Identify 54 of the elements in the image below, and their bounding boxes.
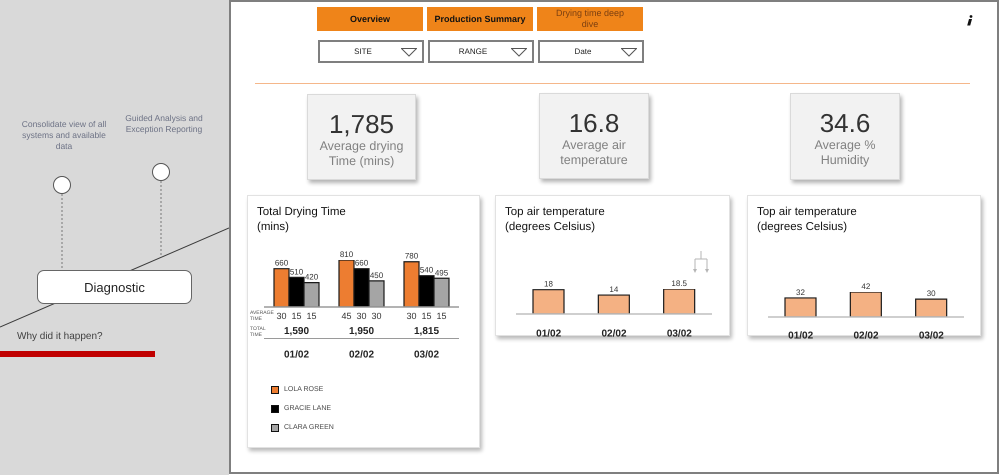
data-label: 450 xyxy=(370,270,384,280)
dropdown-field[interactable]: Date xyxy=(538,40,644,63)
text: 1,815 xyxy=(414,326,440,337)
data-label: 510 xyxy=(290,267,304,276)
text: Average air temperature xyxy=(560,138,628,167)
text: Average drying Time (mins) xyxy=(320,139,404,168)
text: 34.6 xyxy=(820,108,870,138)
x-tick-label: 01/02 xyxy=(788,330,814,342)
data-label: 30 xyxy=(926,289,936,298)
chart-title: Total Drying Time (mins) xyxy=(257,206,346,233)
text: 1,590 xyxy=(284,326,310,337)
text: 30 xyxy=(371,311,382,321)
text: 30 xyxy=(276,311,286,321)
x-tick-label: 01/02 xyxy=(284,350,310,361)
data-label: 32 xyxy=(796,288,806,297)
text: 30 xyxy=(406,311,416,321)
tab-button[interactable]: Production Summary xyxy=(427,7,533,31)
text: 15 xyxy=(291,311,302,321)
dropdown-field[interactable]: RANGE xyxy=(428,40,534,63)
text: 16.8 xyxy=(568,108,620,138)
data-label: 495 xyxy=(434,268,449,278)
data-label: 420 xyxy=(304,272,319,282)
label-box: Diagnostic xyxy=(37,270,192,304)
text: 15 xyxy=(306,311,316,321)
chart-title: Top air temperature (degrees Celsius) xyxy=(757,206,857,233)
text: 15 xyxy=(421,311,432,321)
text: 15 xyxy=(436,311,446,321)
data-label: 780 xyxy=(404,252,419,261)
data-label: 660 xyxy=(354,258,369,268)
x-tick-label: 01/02 xyxy=(536,328,562,340)
data-label: 18 xyxy=(544,280,554,289)
data-label: 42 xyxy=(861,282,871,291)
text: Guided Analysis and Exception Reporting xyxy=(125,113,203,134)
x-tick-label: 02/02 xyxy=(853,330,879,342)
data-label: 660 xyxy=(274,258,289,268)
text: 30 xyxy=(356,311,366,321)
data-label: 540 xyxy=(420,266,434,275)
x-tick-label: 02/02 xyxy=(348,350,374,361)
dropdown-field[interactable]: SITE xyxy=(318,40,424,63)
x-tick-label: 03/02 xyxy=(918,330,944,342)
data-label: 810 xyxy=(340,250,354,259)
data-label: 14 xyxy=(609,285,619,294)
text: Consolidate view of all systems and available data xyxy=(22,119,106,151)
text: Why did it happen? xyxy=(17,331,103,342)
x-tick-label: 03/02 xyxy=(414,350,440,361)
tab-button[interactable]: Overview xyxy=(317,7,423,31)
x-tick-label: 03/02 xyxy=(666,328,692,340)
text: Average % Humidity xyxy=(814,138,876,167)
chart-title: Top air temperature (degrees Celsius) xyxy=(505,206,605,233)
x-tick-label: 02/02 xyxy=(601,328,627,340)
data-label: 18.5 xyxy=(671,279,688,288)
text: 1,785 xyxy=(328,109,394,139)
text: 1,950 xyxy=(348,326,374,337)
text: 45 xyxy=(341,311,352,321)
